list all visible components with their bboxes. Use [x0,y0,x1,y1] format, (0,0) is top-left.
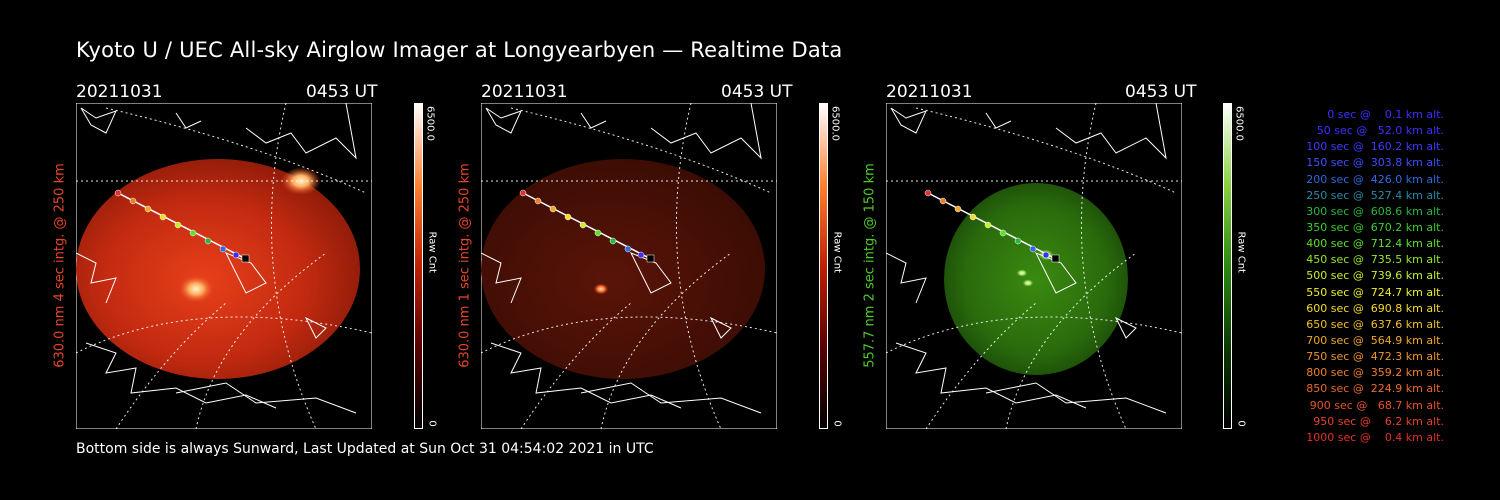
panel1-colorbar [414,103,423,429]
legend-row: 500 sec @ 739.6 km alt. [1306,269,1444,283]
legend-row: 1000 sec @ 0.4 km alt. [1306,430,1444,444]
altitude-legend: 0 sec @ 0.1 km alt. 50 sec @ 52.0 km alt.… [1268,107,1444,446]
legend-row: 600 sec @ 690.8 km alt. [1306,301,1444,315]
legend-row: 750 sec @ 472.3 km alt. [1306,350,1444,364]
panel1-cb-max: 6500.0 [424,106,436,141]
panel1-time: 0453 UT [306,82,378,102]
legend-row: 400 sec @ 712.4 km alt. [1306,237,1444,251]
legend-row: 100 sec @ 160.2 km alt. [1306,140,1444,154]
airglow-image-630-1s [481,159,765,379]
panel1-side-label: 630.0 nm 4 sec intg. @ 250 km [52,163,68,368]
legend-row: 800 sec @ 359.2 km alt. [1306,366,1444,380]
panel2-side-label: 630.0 nm 1 sec intg. @ 250 km [457,163,473,368]
legend-row: 300 sec @ 608.6 km alt. [1306,204,1444,218]
panel2-cb-min: 0 [831,420,843,427]
airglow-image-557-2s [944,183,1128,375]
panel3-cb-min: 0 [1235,420,1247,427]
panel3-side-label: 557.7 nm 2 sec intg. @ 150 km [862,163,878,368]
legend-row: 900 sec @ 68.7 km alt. [1309,398,1444,412]
airglow-image-630-4s [76,159,360,379]
panel2-time: 0453 UT [721,82,793,102]
panel3-cb-max: 6500.0 [1233,106,1245,141]
panel2-cb-unit: Raw Cnt [831,231,843,273]
panel3-map [886,103,1182,429]
panel2-map [481,103,777,429]
satellite-track [924,189,1060,263]
page-title: Kyoto U / UEC All-sky Airglow Imager at … [76,38,843,62]
legend-row: 550 sec @ 724.7 km alt. [1306,285,1444,299]
legend-row: 350 sec @ 670.2 km alt. [1306,220,1444,234]
legend-row: 200 sec @ 426.0 km alt. [1306,172,1444,186]
panel2-date: 20211031 [481,82,568,102]
panel3-time: 0453 UT [1125,82,1197,102]
panel1-cb-min: 0 [426,420,438,427]
panel3-colorbar [1223,103,1232,429]
legend-row: 450 sec @ 735.5 km alt. [1306,253,1444,267]
legend-row: 850 sec @ 224.9 km alt. [1306,382,1444,396]
panel1-map [76,103,372,429]
panel1-cb-unit: Raw Cnt [426,231,438,273]
legend-row: 250 sec @ 527.4 km alt. [1306,188,1444,202]
legend-row: 50 sec @ 52.0 km alt. [1316,124,1444,138]
panel3-cb-unit: Raw Cnt [1235,231,1247,273]
legend-row: 650 sec @ 637.6 km alt. [1306,317,1444,331]
satellite-track [519,189,655,263]
panel2-colorbar [819,103,828,429]
panel2-cb-max: 6500.0 [829,106,841,141]
legend-row: 150 sec @ 303.8 km alt. [1306,156,1444,170]
legend-row: 950 sec @ 6.2 km alt. [1313,414,1444,428]
panel3-date: 20211031 [886,82,973,102]
legend-row: 0 sec @ 0.1 km alt. [1327,108,1444,121]
satellite-track [114,189,250,263]
legend-row: 700 sec @ 564.9 km alt. [1306,333,1444,347]
footer-note: Bottom side is always Sunward, Last Upda… [76,441,654,457]
panel1-date: 20211031 [76,82,163,102]
